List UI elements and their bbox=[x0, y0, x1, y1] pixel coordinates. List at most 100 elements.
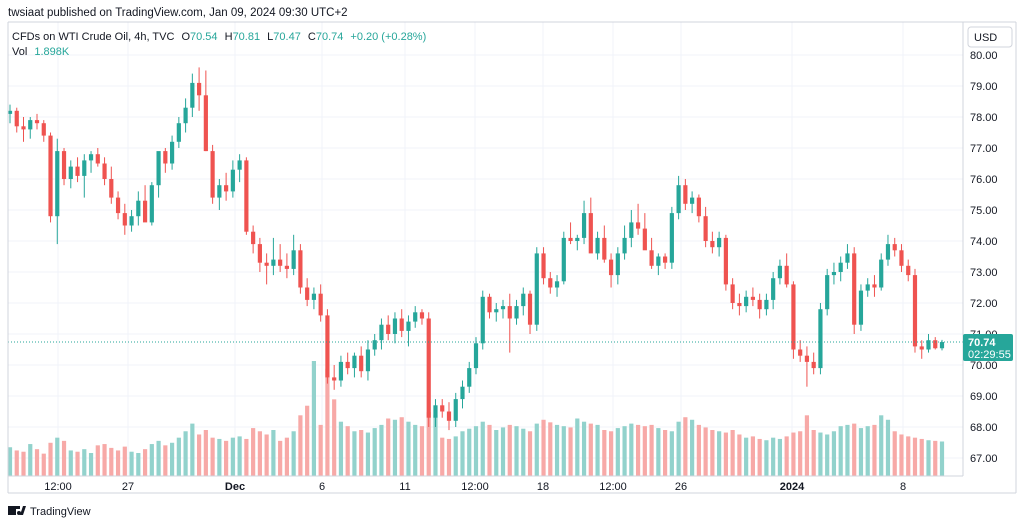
volume-bar bbox=[825, 434, 830, 476]
volume-bar bbox=[7, 447, 13, 476]
volume-bar bbox=[298, 415, 303, 476]
candle-body bbox=[122, 213, 127, 226]
candle-body bbox=[527, 293, 533, 325]
candle-body bbox=[608, 259, 614, 276]
candle-body bbox=[912, 275, 918, 347]
time-axis[interactable]: 12:00 27 Dec 6 11 12:00 18 12:00 26 2024 8 bbox=[44, 481, 906, 493]
candle-body bbox=[561, 237, 566, 282]
volume-bar bbox=[183, 431, 188, 476]
tradingview-logo[interactable]: TradingView bbox=[8, 506, 91, 518]
candle-body bbox=[879, 259, 884, 288]
volume-bar bbox=[710, 430, 715, 476]
volume-bar bbox=[41, 453, 46, 476]
volume-bar bbox=[406, 421, 411, 476]
volume-bar bbox=[764, 440, 769, 476]
volume-bar bbox=[703, 427, 708, 476]
volume-bar bbox=[419, 426, 425, 476]
candle-body bbox=[34, 120, 40, 124]
candle-body bbox=[554, 281, 560, 288]
time-tick-label: 6 bbox=[319, 481, 325, 493]
candle-body bbox=[48, 135, 53, 217]
publish-info: twsiaat published on TradingView.com, Ja… bbox=[8, 7, 348, 19]
change-value: +0.20 (+0.28%) bbox=[350, 31, 426, 43]
candle-body bbox=[737, 303, 742, 307]
tradingview-logo-icon bbox=[8, 506, 26, 515]
currency-button[interactable]: USD bbox=[967, 26, 1013, 48]
candle-body bbox=[858, 290, 864, 325]
candle-body bbox=[831, 272, 837, 276]
volume-bar bbox=[453, 436, 458, 476]
volume-bar bbox=[311, 361, 317, 476]
candle-body bbox=[622, 237, 627, 254]
candle-body bbox=[933, 340, 938, 349]
volume-bar bbox=[500, 427, 506, 476]
volume-bar bbox=[561, 426, 566, 476]
volume-legend: Vol 1.898K bbox=[12, 46, 70, 58]
volume-bar bbox=[61, 440, 67, 476]
volume-bar bbox=[224, 440, 229, 476]
candle-body bbox=[642, 228, 647, 251]
volume-bar bbox=[656, 428, 661, 476]
volume-bar bbox=[858, 428, 864, 476]
candle-body bbox=[899, 250, 904, 266]
volume-bar bbox=[541, 419, 546, 476]
candle-body bbox=[82, 160, 87, 176]
volume-bar bbox=[399, 417, 404, 476]
price-tick-label: 73.00 bbox=[970, 267, 998, 279]
candle-body bbox=[892, 244, 897, 251]
candle-body bbox=[838, 262, 843, 272]
volume-bar bbox=[534, 423, 539, 476]
volume-bar bbox=[291, 431, 296, 476]
volume-bar bbox=[284, 437, 289, 476]
volume-bar bbox=[669, 431, 674, 476]
volume-bar bbox=[203, 430, 208, 476]
candle-body bbox=[548, 278, 553, 288]
candle-body bbox=[399, 318, 404, 331]
candle-body bbox=[298, 250, 303, 288]
volume-bar bbox=[852, 423, 857, 476]
volume-bar bbox=[102, 444, 107, 476]
candle-body bbox=[88, 154, 94, 161]
candle-body bbox=[480, 296, 485, 344]
volume-bar bbox=[865, 426, 870, 476]
candle-body bbox=[595, 237, 600, 254]
volume-bars bbox=[7, 361, 945, 476]
low-value: 70.47 bbox=[273, 31, 301, 43]
ohlc-legend: CFDs on WTI Crude Oil, 4h, TVC O70.54 H7… bbox=[12, 31, 426, 43]
volume-bar bbox=[473, 426, 479, 476]
volume-bar bbox=[379, 424, 384, 476]
candle-body bbox=[142, 200, 148, 223]
time-tick-label: 12:00 bbox=[461, 481, 489, 493]
candle-body bbox=[55, 151, 60, 217]
volume-bar bbox=[467, 428, 472, 476]
volume-bar bbox=[690, 419, 695, 476]
candle-body bbox=[68, 166, 73, 179]
candle-body bbox=[352, 355, 357, 369]
price-axis[interactable]: 80.00 79.00 78.00 77.00 76.00 75.00 74.00 73.00… bbox=[970, 50, 998, 465]
volume-bar bbox=[142, 449, 148, 476]
volume-bar bbox=[487, 424, 492, 476]
candlesticks bbox=[7, 67, 945, 431]
candle-body bbox=[136, 200, 141, 217]
price-tick-label: 76.00 bbox=[970, 174, 998, 186]
volume-bar bbox=[55, 437, 60, 476]
candle-body bbox=[588, 213, 593, 254]
candle-body bbox=[669, 213, 674, 263]
volume-bar bbox=[804, 415, 810, 476]
volume-bar bbox=[791, 432, 796, 476]
candle-body bbox=[190, 82, 195, 108]
close-value: 70.74 bbox=[316, 31, 344, 43]
candle-body bbox=[115, 197, 121, 214]
candle-body bbox=[514, 306, 519, 319]
volume-bar bbox=[899, 434, 904, 476]
candle-body bbox=[635, 222, 641, 229]
bar-countdown: 02:29:55 bbox=[968, 349, 1011, 361]
volume-bar bbox=[210, 437, 215, 476]
candle-body bbox=[413, 312, 418, 322]
volume-bar bbox=[595, 424, 600, 476]
volume-bar bbox=[230, 437, 235, 476]
time-tick-label: 27 bbox=[122, 481, 134, 493]
candle-body bbox=[453, 399, 458, 421]
volume-bar bbox=[244, 438, 249, 476]
